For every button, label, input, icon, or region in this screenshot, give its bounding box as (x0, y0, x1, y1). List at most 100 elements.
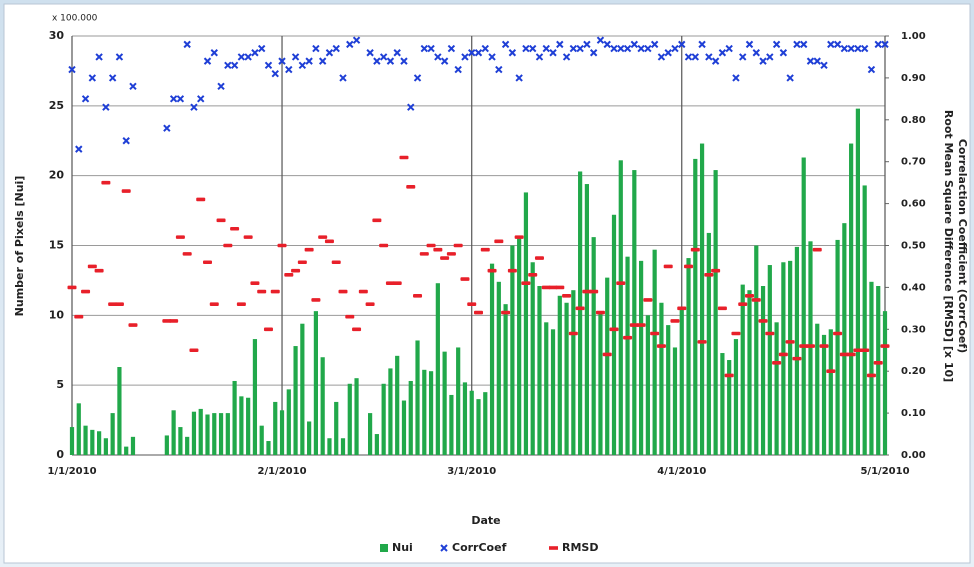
marker (102, 103, 110, 111)
marker (739, 53, 747, 61)
marker (562, 53, 571, 61)
bar (645, 315, 650, 455)
bar (83, 425, 88, 455)
marker (595, 310, 605, 315)
marker (365, 302, 375, 306)
x-tick-label: 3/1/2010 (447, 466, 496, 477)
marker (751, 298, 761, 302)
marker (392, 281, 402, 286)
marker (732, 74, 740, 82)
bar (395, 355, 400, 455)
marker (718, 49, 727, 57)
bar (747, 290, 752, 455)
marker (745, 293, 754, 298)
marker (243, 235, 253, 239)
legend-swatch (549, 546, 558, 550)
marker (724, 373, 734, 378)
bar (252, 339, 258, 455)
marker (698, 40, 706, 49)
marker (528, 44, 537, 53)
marker (657, 53, 666, 61)
marker (630, 40, 639, 49)
bar (381, 383, 386, 455)
marker (413, 293, 423, 298)
marker (386, 57, 395, 65)
bar (808, 241, 813, 455)
marker (352, 36, 361, 44)
marker (603, 40, 611, 49)
marker (664, 49, 672, 57)
bar (124, 446, 129, 455)
marker (494, 239, 504, 244)
bar (218, 413, 224, 455)
marker (589, 49, 598, 57)
marker (366, 49, 374, 57)
bar (286, 389, 291, 455)
bar (537, 286, 542, 455)
bar (198, 408, 203, 455)
bar (862, 185, 867, 455)
marker (427, 44, 435, 53)
marker (318, 235, 328, 239)
marker (555, 285, 565, 290)
marker (230, 61, 239, 70)
bar (801, 157, 806, 455)
marker (678, 40, 686, 49)
marker (684, 264, 694, 269)
marker (480, 247, 490, 252)
marker (819, 344, 829, 348)
marker (446, 252, 456, 256)
y2-tick-label: 0.70 (901, 157, 926, 168)
legend-swatch (440, 544, 448, 552)
bar (815, 323, 820, 455)
bar (462, 382, 468, 455)
marker (793, 40, 801, 49)
bar (483, 392, 488, 455)
bar (279, 410, 285, 455)
marker (528, 273, 538, 277)
marker (128, 323, 138, 327)
x-axis-title: Date (471, 514, 500, 527)
marker (94, 268, 104, 273)
y2-tick-label: 0.50 (901, 241, 926, 252)
marker (860, 44, 869, 53)
marker (488, 53, 496, 61)
marker (95, 53, 103, 61)
bar (733, 339, 739, 455)
bar (876, 286, 881, 455)
y-tick-label: 20 (49, 169, 65, 182)
marker (358, 289, 368, 294)
marker (562, 293, 572, 298)
marker (271, 70, 279, 78)
marker (589, 289, 599, 294)
bar (185, 436, 190, 455)
bar (456, 347, 461, 455)
bar (96, 431, 102, 455)
bar (320, 357, 325, 455)
marker (806, 57, 815, 65)
marker (114, 302, 124, 306)
bar (550, 329, 556, 455)
marker (772, 361, 782, 365)
marker (846, 352, 856, 357)
bar (69, 427, 75, 455)
marker (175, 235, 185, 239)
marker (331, 260, 341, 265)
bar (855, 108, 861, 456)
marker (637, 44, 645, 53)
marker (772, 40, 781, 49)
bar (117, 367, 122, 455)
marker (758, 319, 768, 323)
marker (454, 65, 462, 74)
marker (636, 323, 646, 327)
marker (839, 352, 849, 357)
marker (663, 264, 673, 269)
marker (264, 61, 273, 70)
bar (442, 351, 447, 455)
bar (605, 277, 610, 455)
marker (461, 53, 469, 61)
bar (408, 380, 413, 455)
marker (671, 44, 679, 53)
marker (629, 323, 639, 327)
